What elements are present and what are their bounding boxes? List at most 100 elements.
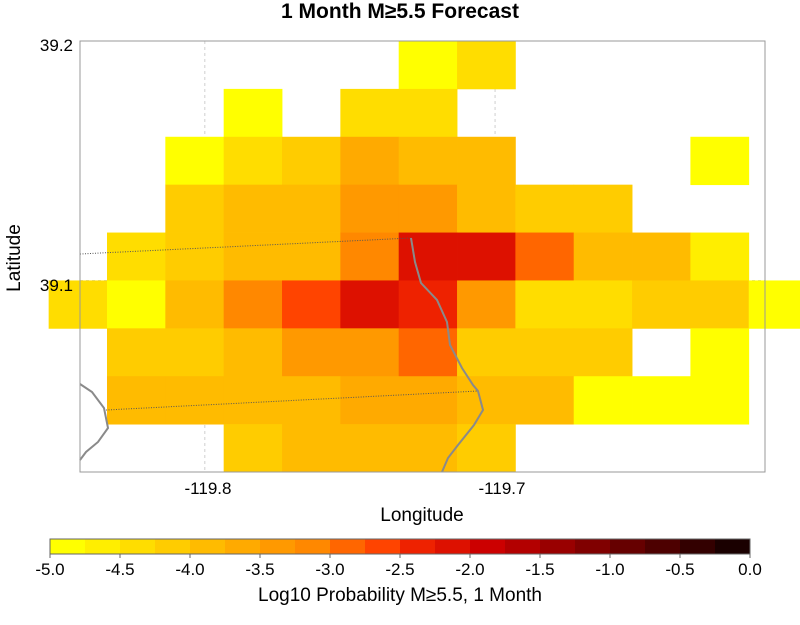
state-border-line (105, 390, 479, 411)
heatmap-cell (223, 88, 283, 138)
colorbar-swatch (470, 539, 506, 554)
colorbar-tick-label: -4.5 (105, 560, 134, 579)
heatmap-cell (632, 232, 691, 281)
lake-shoreline (410, 237, 485, 473)
heatmap-cell (573, 376, 633, 425)
heatmap-cell (398, 136, 458, 186)
plot-area (48, 40, 800, 473)
y-axis-label: Latitude (4, 224, 25, 292)
x-tick-label-119-7: -119.7 (479, 479, 526, 498)
heatmap-cell (457, 136, 516, 186)
heatmap-cell (690, 328, 750, 377)
colorbar-swatch (365, 539, 401, 554)
colorbar-tick-label: -1.5 (525, 560, 554, 579)
heatmap-cell (573, 184, 633, 233)
heatmap-cell (632, 280, 691, 329)
colorbar-label: Log10 Probability M≥5.5, 1 Month (258, 585, 542, 606)
heatmap-cell (165, 184, 225, 233)
heatmap-cell (282, 184, 341, 233)
heatmap-cell (398, 184, 458, 233)
heatmap-cell (106, 280, 166, 329)
heatmap-cell (398, 280, 458, 329)
heatmap-cell (340, 88, 400, 138)
heatmap-cell (398, 232, 458, 281)
colorbar-tick-label: -4.0 (175, 560, 204, 579)
colorbar-tick-label: -2.0 (455, 560, 484, 579)
heatmap-cell (457, 376, 516, 425)
heatmap-cell (515, 280, 575, 329)
heatmap-cell (573, 328, 633, 377)
heatmap-cell (165, 376, 225, 425)
colorbar-tick-label: 0.0 (738, 560, 762, 579)
heatmap-cell (398, 88, 458, 138)
colorbar-swatches (50, 539, 751, 554)
heatmap-cell (690, 376, 750, 425)
lake-shoreline (79, 383, 110, 461)
colorbar-ticks: -5.0 -4.5 -4.0 -3.5 -3.0 -2.5 -2.0 -1.5 -1.0 -0.5… (35, 554, 762, 579)
heatmap-cell (223, 184, 283, 233)
colorbar-swatch (400, 539, 436, 554)
y-tick-label-39-2: 39.2 (40, 36, 73, 55)
colorbar-swatch (435, 539, 471, 554)
x-tick-label-119-8: -119.8 (185, 479, 232, 498)
heatmap-cell (515, 184, 575, 233)
colorbar-swatch (505, 539, 541, 554)
colorbar-swatch (715, 539, 751, 554)
colorbar-swatch (190, 539, 226, 554)
heatmap-cell (340, 328, 400, 377)
heatmap-cell (165, 136, 225, 186)
plot-frame (79, 40, 766, 473)
heatmap-cell (573, 280, 633, 329)
x-axis-label: Longitude (380, 505, 463, 526)
heatmap-cell (282, 376, 341, 425)
colorbar-swatch (295, 539, 331, 554)
colorbar-swatch (50, 539, 86, 554)
colorbar-swatch (645, 539, 681, 554)
heatmap-cell (398, 328, 458, 377)
heatmap-cell (632, 376, 691, 425)
heatmap-cell (223, 424, 283, 473)
heatmap-cell (515, 328, 575, 377)
heatmap-cell (282, 328, 341, 377)
heatmap-cell (340, 424, 400, 473)
colorbar-swatch (575, 539, 611, 554)
heatmap-cell (457, 328, 516, 377)
heatmap-cell (282, 424, 341, 473)
heatmap-cell (165, 328, 225, 377)
heatmap-cell (106, 376, 166, 425)
heatmap-cell (515, 232, 575, 281)
heatmap-cell (748, 280, 800, 329)
heatmap-cell (398, 424, 458, 473)
heatmap-cell (223, 136, 283, 186)
state-border-line (79, 237, 412, 255)
colorbar: -5.0 -4.5 -4.0 -3.5 -3.0 -2.5 -2.0 -1.5 -1.0 -0.5… (35, 538, 762, 606)
colorbar-swatch (260, 539, 296, 554)
colorbar-swatch (120, 539, 156, 554)
heatmap-cell (340, 184, 400, 233)
heatmap-cell (223, 232, 283, 281)
colorbar-tick-label: -3.0 (315, 560, 344, 579)
heatmap-cell (690, 232, 750, 281)
heatmap-cell (515, 376, 575, 425)
heatmap-cell (282, 232, 341, 281)
heatmap-cell (690, 280, 750, 329)
colorbar-swatch (540, 539, 576, 554)
heatmap-cell (340, 376, 400, 425)
heatmap-cell (223, 376, 283, 425)
colorbar-swatch (85, 539, 121, 554)
heatmap-cell (48, 280, 108, 329)
heatmap-cell (457, 424, 516, 473)
colorbar-tick-label: -0.5 (665, 560, 694, 579)
y-tick-label-39-1: 39.1 (40, 276, 73, 295)
colorbar-tick-label: -1.0 (595, 560, 624, 579)
heatmap-cell (457, 280, 516, 329)
chart-title: 1 Month M≥5.5 Forecast (281, 0, 519, 23)
colorbar-swatch (330, 539, 366, 554)
heatmap-cell (106, 328, 166, 377)
colorbar-tick-label: -5.0 (35, 560, 64, 579)
heatmap-cell (690, 136, 750, 186)
heatmap-cell (106, 232, 166, 281)
heatmap-cell (457, 184, 516, 233)
colorbar-swatch (225, 539, 261, 554)
